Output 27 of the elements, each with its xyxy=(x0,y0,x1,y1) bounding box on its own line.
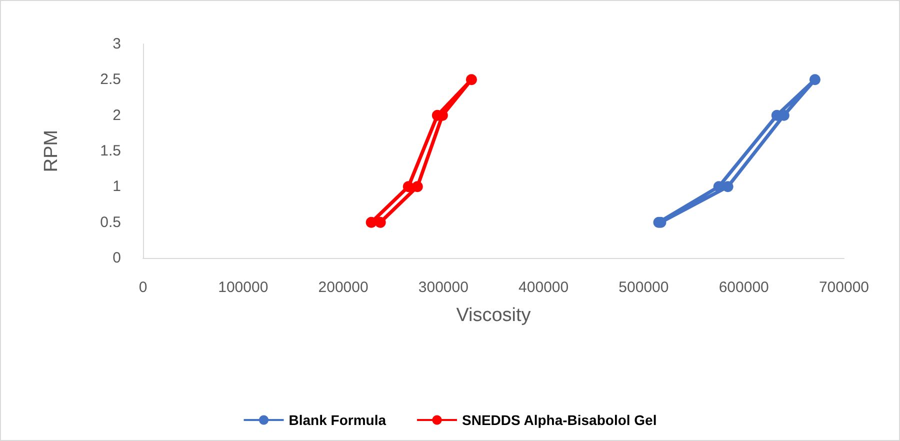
x-tick-label: 700000 xyxy=(818,279,870,296)
y-tick-label: 1 xyxy=(112,178,121,196)
x-tick-label: 0 xyxy=(138,279,148,296)
x-tick-label: 600000 xyxy=(718,279,769,296)
point xyxy=(366,216,377,228)
point xyxy=(412,181,423,192)
point xyxy=(466,74,477,86)
point xyxy=(809,74,820,86)
point xyxy=(722,181,734,192)
x-axis-title: Viscosity xyxy=(456,305,532,326)
y-tick-label: 0.5 xyxy=(100,214,121,231)
point xyxy=(402,181,414,192)
y-tick-label: 2.5 xyxy=(100,71,121,88)
point xyxy=(374,216,386,228)
x-tick-label: 300000 xyxy=(418,279,468,296)
legend-label: Blank Formula xyxy=(288,412,386,428)
x-tick-label: 200000 xyxy=(318,279,368,296)
y-tick-label: 1.5 xyxy=(100,142,121,160)
y-axis-title: RPM xyxy=(41,130,62,172)
x-tick-label: 400000 xyxy=(518,279,569,296)
legend-label: SNEDDS Alpha-Bisabolol Gel xyxy=(462,412,657,428)
x-tick-label: 100000 xyxy=(218,279,268,296)
y-tick-label: 2 xyxy=(112,106,121,124)
y-tick-label: 0 xyxy=(112,250,121,266)
x-tick-label: 500000 xyxy=(618,279,669,296)
point xyxy=(713,181,724,192)
y-tick-label: 3 xyxy=(112,36,121,52)
